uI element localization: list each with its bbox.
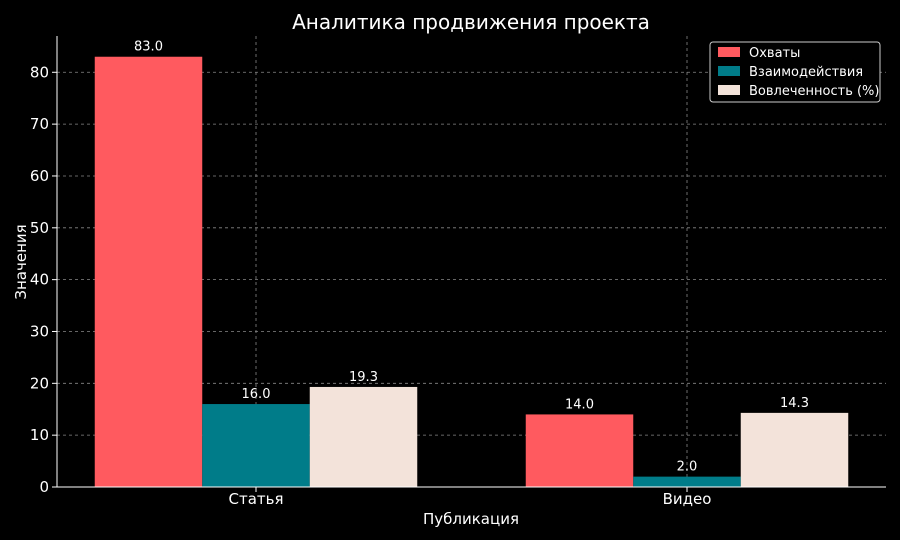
bars [94,56,849,488]
y-tick-label: 80 [30,63,49,81]
legend-entry: Вовлеченность (%) [749,84,879,99]
bar-value-label: 14.0 [565,397,594,412]
legend-swatch [718,47,740,57]
legend-box [709,41,881,103]
y-tick-label: 50 [30,219,49,237]
bar-value-label: 83.0 [134,40,163,55]
y-tick-label: 40 [30,271,49,289]
bar [202,404,310,487]
y-tick-label: 10 [30,426,49,444]
x-axis-label: Публикация [423,510,519,528]
legend: Охваты Взаимодействия Вовлеченность (%) [709,41,881,103]
y-tick-label: 70 [30,115,49,133]
bar-value-label: 19.3 [349,370,378,385]
data-labels: 83.0 14.0 16.0 2.0 19.3 14.3 [134,40,809,475]
legend-entry: Взаимодействия [749,65,863,80]
bar-value-label: 14.3 [780,396,809,411]
y-tick-label: 0 [39,478,49,496]
axes: 0 10 20 30 40 50 60 70 80 Статья Видео [30,36,886,508]
bar-value-label: 16.0 [242,387,271,402]
bar-value-label: 2.0 [677,460,698,475]
bar [633,476,741,487]
chart-title: Аналитика продвижения проекта [292,10,650,34]
legend-entry: Охваты [749,46,800,61]
x-tick-label: Видео [663,490,712,508]
y-tick-label: 60 [30,167,49,185]
bar [309,386,418,487]
legend-swatch [718,66,740,76]
y-tick-label: 30 [30,322,49,340]
y-tick-label: 20 [30,374,49,392]
y-axis-label: Значения [12,224,30,299]
x-tick-label: Статья [228,490,283,508]
bar [94,56,203,488]
bar [525,414,634,487]
bar [740,412,849,487]
legend-swatch [718,85,740,95]
